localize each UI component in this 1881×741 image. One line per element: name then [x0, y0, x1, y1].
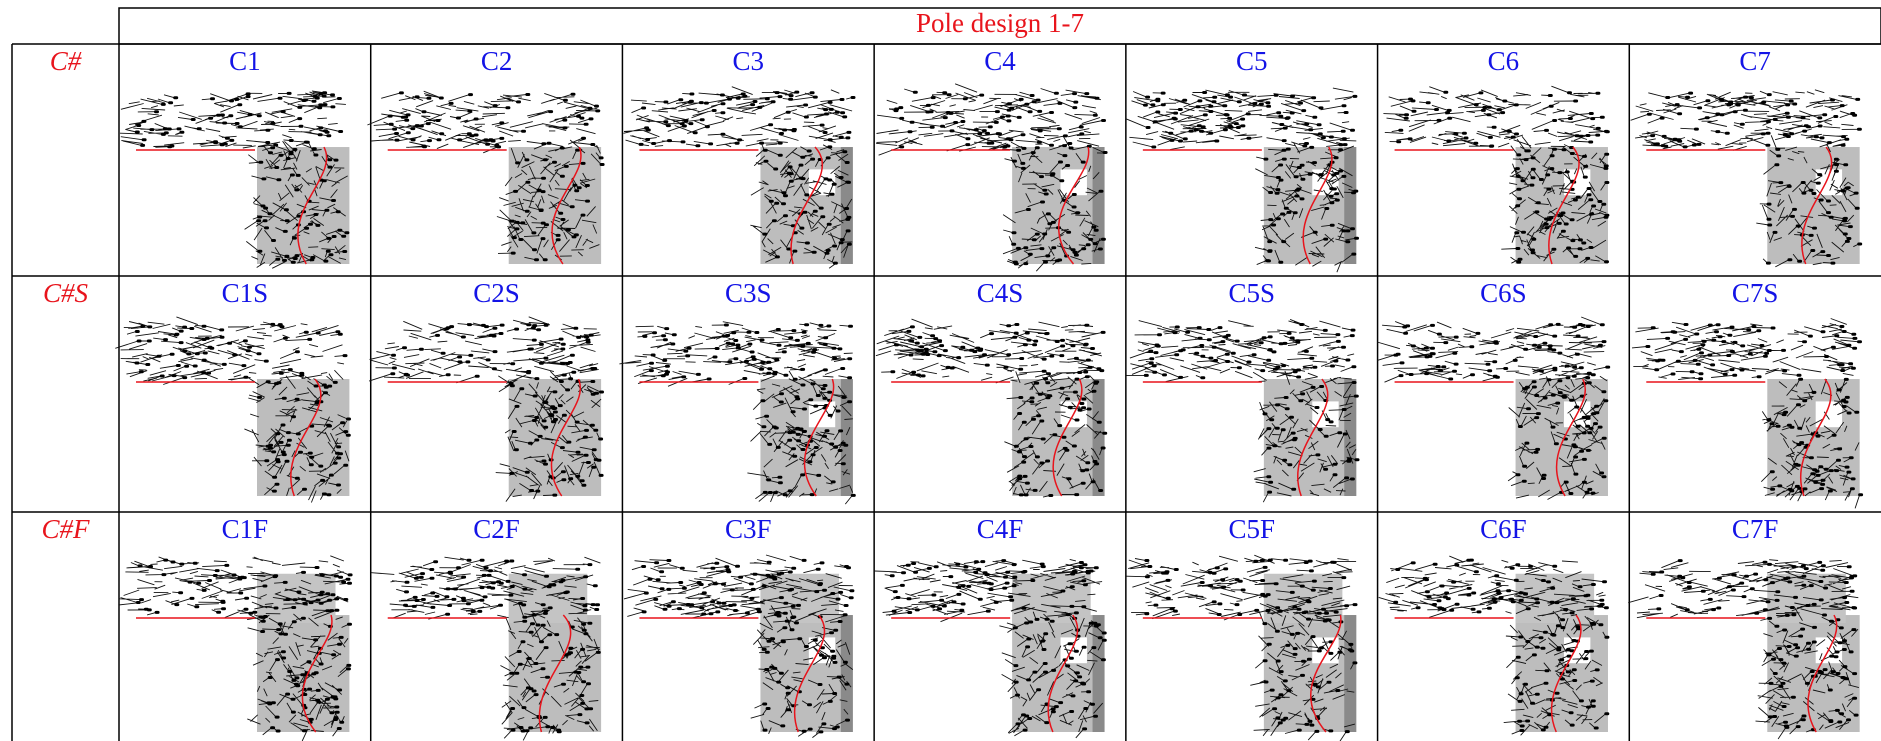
region [1767, 615, 1859, 732]
cell-label: C6F [1480, 514, 1527, 544]
cell-label: C3F [725, 514, 772, 544]
cell-label: C1F [222, 514, 269, 544]
strip [1093, 147, 1105, 264]
strip [1093, 379, 1105, 496]
cell-label: C6 [1488, 46, 1520, 76]
cell-label: C5S [1228, 278, 1275, 308]
strip [841, 615, 853, 732]
cell-label: C3 [733, 46, 765, 76]
region [1264, 147, 1356, 264]
row-label: C#S [43, 278, 89, 308]
region [1516, 574, 1595, 623]
cell-label: C2S [473, 278, 520, 308]
cell-label: C7S [1732, 278, 1779, 308]
row-label: C# [50, 46, 82, 76]
cell-label: C5F [1228, 514, 1275, 544]
row-label: C#F [41, 514, 90, 544]
cell-label: C1S [222, 278, 269, 308]
cell-label: C4S [977, 278, 1024, 308]
cell-label: C1 [229, 46, 261, 76]
hole [1061, 169, 1087, 195]
figure-table: Pole design 1-7 C# C1 C2 C3 C4 C5 C6 C7 C#S C1S C2… [0, 0, 1881, 741]
cell-label: C7 [1739, 46, 1771, 76]
cell-label: C2 [481, 46, 513, 76]
cell-label: C4F [977, 514, 1024, 544]
hole [1312, 637, 1338, 663]
header-title: Pole design 1-7 [916, 8, 1084, 38]
cell-label: C5 [1236, 46, 1268, 76]
strip [1344, 147, 1356, 264]
cell-label: C6S [1480, 278, 1527, 308]
cell-label: C3S [725, 278, 772, 308]
cell-label: C4 [984, 46, 1016, 76]
cell-label: C7F [1732, 514, 1779, 544]
cell-label: C2F [473, 514, 520, 544]
